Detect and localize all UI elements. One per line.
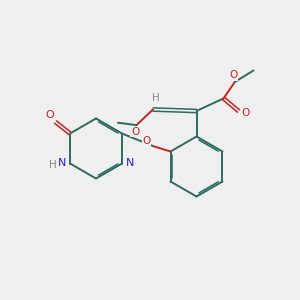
- Text: N: N: [126, 158, 135, 169]
- Text: O: O: [46, 110, 55, 120]
- Text: H: H: [152, 93, 159, 103]
- Text: H: H: [49, 160, 56, 170]
- Text: O: O: [241, 108, 249, 118]
- Text: O: O: [229, 70, 238, 80]
- Text: N: N: [57, 158, 66, 169]
- Text: O: O: [142, 136, 151, 146]
- Text: O: O: [131, 127, 139, 137]
